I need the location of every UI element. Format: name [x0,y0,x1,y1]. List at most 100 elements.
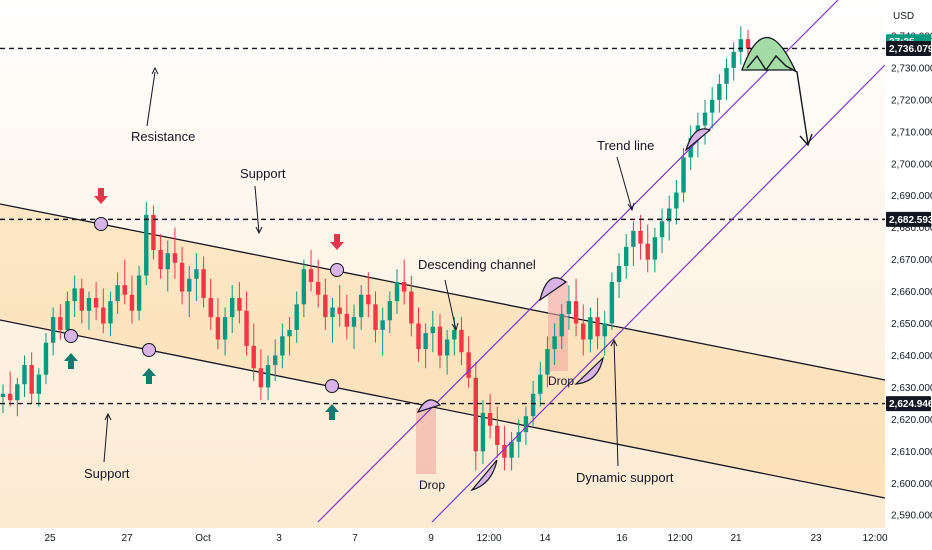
candle-body [230,297,235,318]
candle [523,406,529,445]
time-tick-label: 9 [428,533,434,544]
candle [459,317,464,366]
candle [724,58,729,100]
price-tag: 2,624.946 [886,396,932,412]
candle [444,329,450,375]
candle-body [308,269,314,282]
time-tick-label: 7 [352,533,358,544]
annotation-labels: Resistance Support Support Descending ch… [84,129,674,492]
bearish-arrow [330,234,344,250]
candle [308,250,314,292]
price-tick-label: 2,710.000 [891,127,932,138]
candle-body [172,253,178,263]
candle-body [631,230,636,247]
support-lower-pointer-head [104,412,112,421]
time-tick-label: 16 [616,533,628,544]
trend-line-upper [317,0,839,523]
candle [709,87,715,129]
candle [230,285,235,334]
time-tick-label: 23 [810,533,822,544]
price-tick-label: 2,720.000 [891,95,932,106]
candle [631,221,636,266]
candle [667,195,672,241]
candle [287,317,292,356]
candle-body [731,51,736,68]
candle [36,368,42,407]
candle [29,352,34,404]
bearish-arrow [94,188,108,204]
candle [437,313,443,369]
price-tag-label: 2,736.079 [889,44,932,55]
candle-body [208,297,213,318]
candle [294,291,299,343]
candle-body [323,294,328,318]
price-axis[interactable]: USD 2,590.000 2,600.000 2,610.000 2,620.000… [885,0,932,550]
candle [79,278,84,324]
candle-body [129,294,135,311]
candle-body [588,317,593,340]
candle-body [559,313,564,337]
candle-body [487,412,493,426]
bullish-arrow [325,404,339,420]
candle [516,419,521,458]
candle [495,406,500,458]
candle-body [702,112,708,126]
touch-circle [94,217,108,231]
candle [401,259,407,305]
channel-pointer [444,279,457,331]
candle-body [79,288,84,311]
candle-body [609,281,615,324]
candle-body [201,269,206,298]
candle [552,323,557,366]
price-tag-box [886,396,931,412]
candle [366,272,371,318]
candle [237,281,242,324]
candle-body [151,214,156,251]
candle [595,297,600,350]
candle [616,253,622,298]
support-label-lower: Support [84,466,130,481]
candle-body [380,320,385,330]
candle [487,393,493,439]
touch-arc [470,459,498,492]
candle [423,323,428,369]
candle-body [351,317,357,327]
price-tick-label: 2,640.000 [891,351,932,362]
currency-label: USD [893,11,914,22]
candle [72,275,77,318]
candle-body [194,269,199,279]
candle-body [717,83,722,100]
candle-body [516,432,521,442]
candle-body [237,297,242,311]
candle [93,281,99,321]
candle [244,291,249,356]
candle-body [502,444,507,458]
candle [129,275,135,324]
candle-body [29,365,34,394]
candle [165,240,170,292]
candle-body [595,317,600,337]
support-label-upper: Support [240,166,286,181]
time-axis[interactable]: 25 27 Oct 3 7 9 12:00 14 16 12:00 21 23 12:00 [0,528,888,550]
touch-arc [574,356,604,385]
touch-arc [416,399,442,414]
candle-body [72,288,77,302]
touch-circle [330,263,344,277]
candle-body [330,307,335,318]
candle [344,294,350,340]
drop-label-1: Drop [419,478,445,492]
dynamic-support-label: Dynamic support [576,470,674,485]
candle [380,307,385,356]
candle-body [745,39,751,49]
candle-body [423,333,428,350]
candle-body [251,345,256,369]
candle-body [265,365,271,388]
candle-body [144,214,149,276]
candle-body [459,329,464,353]
candle [101,288,106,334]
candle-body [645,243,650,260]
candle-body [273,355,278,366]
candle [738,26,744,65]
candle-body [36,374,42,394]
